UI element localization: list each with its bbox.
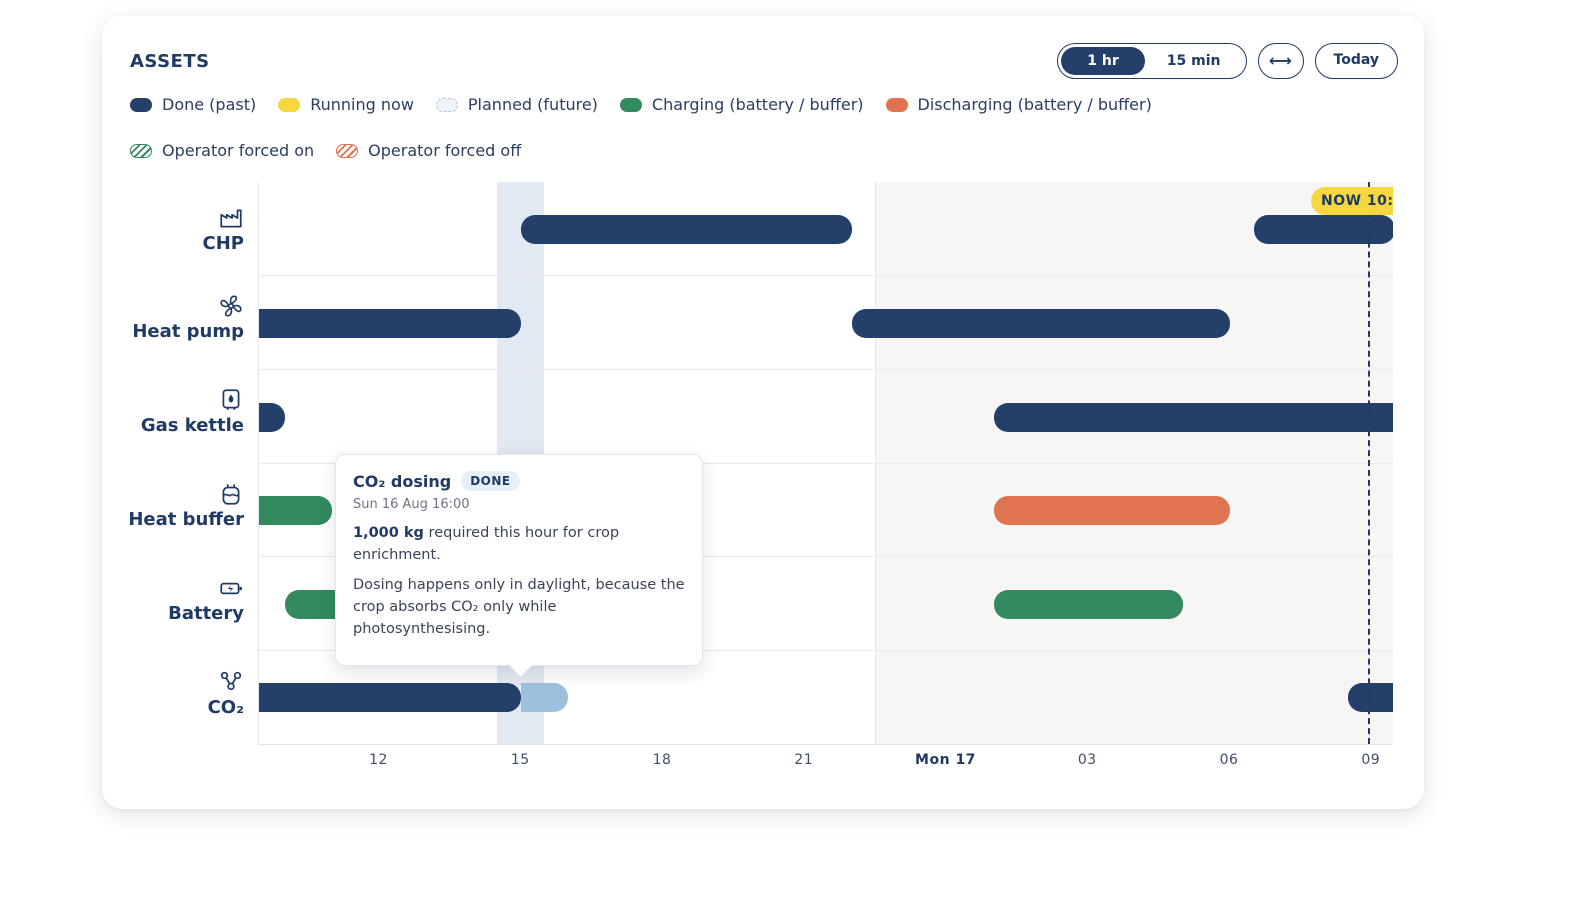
legend-swatch-planned (435, 97, 458, 112)
legend-label: Done (past) (162, 95, 257, 114)
asset-bar-done[interactable] (259, 683, 522, 713)
legend-item-forced-on: Operator forced on (130, 141, 314, 160)
legend-label: Operator forced off (368, 141, 522, 160)
time-tick-label: 03 (1077, 752, 1097, 768)
battery-icon (220, 582, 242, 595)
tooltip-amount-line: 1,000 kg required this hour for crop enr… (353, 522, 685, 566)
asset-label-text: CHP (202, 233, 244, 254)
legend-label: Charging (battery / buffer) (651, 95, 864, 114)
asset-bar-done[interactable] (259, 308, 522, 338)
legend-swatch-running (278, 97, 301, 112)
asset-label-heat-buffer: Heat buffer (128, 481, 244, 530)
asset-label-battery: Battery (168, 575, 244, 624)
asset-bar-charging[interactable] (993, 589, 1183, 619)
legend-item-discharging: Discharging (battery / buffer) (885, 95, 1152, 114)
factory-icon (220, 209, 242, 228)
today-button[interactable]: Today (1314, 43, 1398, 79)
fit-width-button[interactable]: ⟷ (1257, 43, 1304, 79)
time-tick-label: 06 (1219, 752, 1239, 768)
row-divider (259, 556, 1393, 557)
card-title: ASSETS (130, 51, 210, 72)
time-tick-label: 09 (1361, 752, 1381, 768)
asset-label-text: CO₂ (207, 697, 244, 718)
legend-label: Operator forced on (162, 141, 315, 160)
asset-bar-done[interactable] (259, 402, 285, 432)
asset-label-co2: CO₂ (208, 669, 244, 718)
status-badge: DONE (461, 471, 520, 491)
now-badge: NOW 10: (1311, 187, 1393, 215)
time-tick-label: 12 (369, 752, 388, 768)
time-axis-line (258, 744, 1392, 745)
time-tick-label: 15 (510, 752, 530, 768)
assets-card: ASSETS 1 hr 15 min ⟷ Today Done (past) R… (102, 15, 1424, 809)
molecule-icon (220, 671, 242, 691)
resolution-toggle: 1 hr 15 min (1057, 43, 1247, 79)
asset-label-text: Heat buffer (128, 509, 244, 530)
now-line (1368, 182, 1370, 744)
tooltip-date: Sun 16 Aug 16:00 (353, 497, 470, 512)
legend-item-done: Done (past) (130, 95, 256, 114)
legend-swatch-done (130, 97, 152, 112)
asset-bar-discharging[interactable] (993, 496, 1230, 526)
asset-label-chp: CHP (203, 205, 244, 254)
legend-label: Planned (future) (467, 95, 598, 114)
legend-item-charging: Charging (battery / buffer) (619, 95, 864, 114)
legend-label: Discharging (battery / buffer) (917, 95, 1152, 114)
time-tick-label: 18 (652, 752, 672, 768)
bar-tooltip: CO₂ dosing DONE Sun 16 Aug 16:00 1,000 k… (335, 454, 703, 666)
time-tick-label: 21 (794, 752, 814, 768)
legend-swatch-discharging (885, 97, 908, 112)
row-divider (259, 369, 1393, 370)
fan-icon (220, 295, 242, 317)
asset-label-heat-pump: Heat pump (132, 293, 244, 342)
asset-label-text: Gas kettle (140, 415, 244, 436)
asset-label-text: Battery (168, 603, 244, 624)
resolution-15min-button[interactable]: 15 min (1166, 53, 1221, 69)
toolbar: 1 hr 15 min ⟷ Today (1057, 43, 1398, 79)
asset-bar-done[interactable] (521, 215, 852, 245)
asset-bar-done[interactable] (1253, 215, 1393, 245)
asset-bar-done[interactable] (1348, 683, 1393, 713)
legend-primary: Done (past) Running now Planned (future)… (130, 95, 1174, 114)
asset-bar-selected[interactable] (521, 683, 569, 713)
asset-bar-done[interactable] (851, 308, 1230, 338)
legend-item-planned: Planned (future) (435, 95, 598, 114)
legend-swatch-forced-off (336, 143, 359, 158)
asset-bar-charging[interactable] (259, 496, 333, 526)
asset-label-gas-kettle: Gas kettle (141, 387, 244, 436)
flame-box-icon (222, 389, 240, 410)
resolution-1hr-button[interactable]: 1 hr (1061, 47, 1145, 75)
tooltip-title: CO₂ dosing (353, 471, 452, 491)
tooltip-amount-text: required this hour for crop enrichment. (353, 525, 620, 563)
time-tick-label: Mon 17 (915, 752, 976, 768)
row-divider (259, 650, 1393, 651)
tooltip-note: Dosing happens only in daylight, because… (353, 577, 685, 637)
row-divider (259, 463, 1393, 464)
tank-icon (222, 484, 240, 505)
asset-label-text: Heat pump (132, 321, 244, 342)
arrows-horizontal-icon: ⟷ (1269, 51, 1292, 70)
asset-bar-done[interactable] (993, 402, 1393, 432)
legend-swatch-charging (619, 97, 642, 112)
legend-swatch-forced-on (130, 143, 152, 158)
tooltip-amount: 1,000 kg (353, 525, 424, 541)
legend-label: Running now (310, 95, 414, 114)
legend-secondary: Operator forced on Operator forced off (130, 141, 543, 160)
legend-item-forced-off: Operator forced off (336, 141, 521, 160)
legend-item-running: Running now (278, 95, 414, 114)
row-divider (259, 275, 1393, 276)
